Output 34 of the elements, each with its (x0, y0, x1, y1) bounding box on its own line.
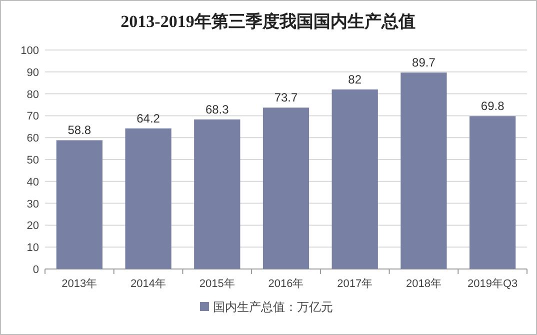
bar (56, 140, 102, 269)
y-tick-label: 90 (26, 66, 39, 79)
y-tick-label: 50 (26, 154, 39, 166)
x-tick-label: 2018年 (406, 278, 442, 290)
y-tick-label: 100 (20, 45, 39, 57)
data-label: 89.7 (412, 56, 436, 70)
data-label: 82 (348, 72, 362, 86)
bar (332, 89, 378, 269)
bar (194, 119, 240, 269)
x-tick-label: 2019年Q3 (467, 278, 518, 290)
y-tick-label: 30 (26, 198, 39, 210)
data-label: 58.8 (68, 123, 92, 138)
bar (400, 72, 447, 269)
y-tick-label: 10 (26, 242, 39, 254)
x-tick-label: 2016年 (268, 278, 304, 290)
data-label: 68.3 (205, 102, 230, 116)
y-tick-label: 0 (32, 264, 39, 276)
data-label: 64.2 (136, 111, 160, 126)
legend-label: 国内生产总值：万亿元 (213, 300, 333, 314)
x-tick-label: 2015年 (199, 278, 235, 290)
y-tick-label: 80 (26, 88, 39, 101)
x-tick-label: 2013年 (62, 278, 98, 290)
bar (470, 116, 516, 269)
x-tick-label: 2014年 (130, 278, 166, 290)
bar (262, 108, 310, 269)
y-tick-label: 60 (26, 132, 39, 145)
x-tick-label: 2017年 (337, 278, 373, 290)
y-tick-label: 40 (26, 176, 39, 188)
bar (125, 128, 172, 269)
chart-title: 2013-2019年第三季度我国国内生产总值 (120, 12, 416, 31)
data-label: 69.8 (480, 99, 505, 114)
data-label: 73.7 (274, 90, 298, 105)
y-tick-label: 70 (26, 110, 39, 123)
y-tick-label: 20 (26, 220, 39, 232)
